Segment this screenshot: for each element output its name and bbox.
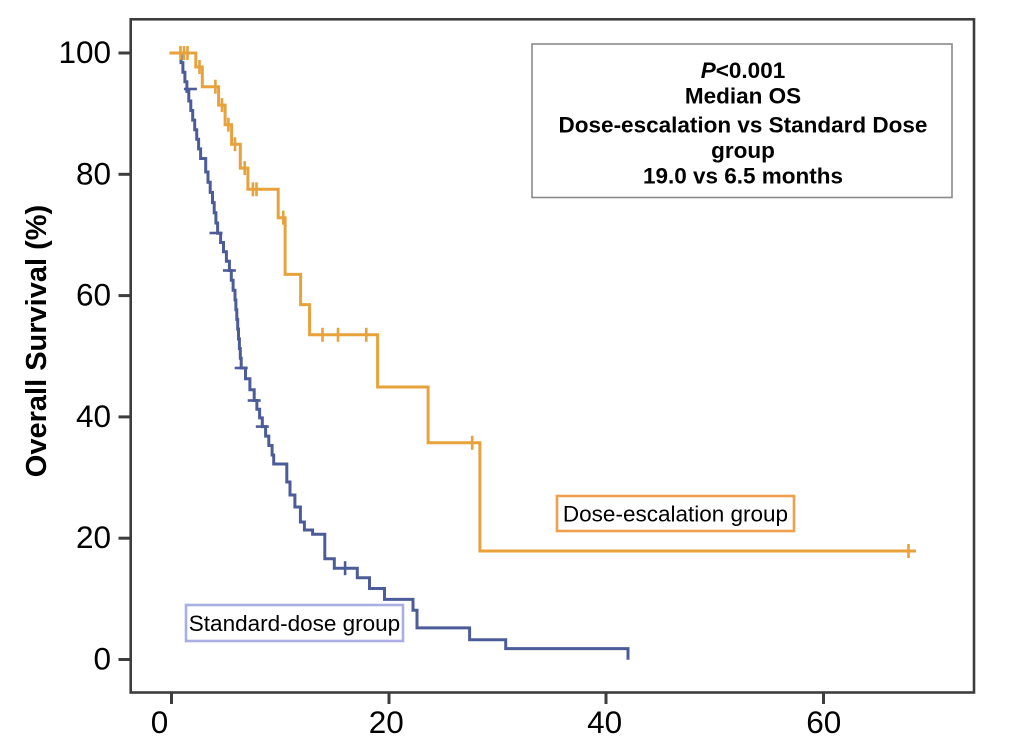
svg-text:80: 80	[76, 155, 111, 191]
svg-text:40: 40	[76, 398, 111, 434]
svg-text:0: 0	[93, 641, 111, 677]
svg-text:20: 20	[369, 704, 404, 737]
svg-text:Overall Survival (%): Overall Survival (%)	[21, 205, 53, 477]
svg-text:Standard-dose group: Standard-dose group	[189, 611, 400, 636]
svg-text:60: 60	[76, 277, 111, 313]
svg-text:Median OS: Median OS	[685, 84, 801, 109]
svg-text:20: 20	[76, 519, 111, 555]
svg-text:40: 40	[587, 704, 622, 737]
svg-text:19.0 vs 6.5 months: 19.0 vs 6.5 months	[643, 164, 843, 189]
svg-text:0: 0	[151, 704, 169, 737]
svg-text:60: 60	[806, 704, 841, 737]
svg-text:group: group	[711, 138, 775, 163]
svg-text:Dose-escalation vs Standard Do: Dose-escalation vs Standard Dose	[559, 113, 928, 138]
svg-text:100: 100	[58, 34, 111, 70]
svg-text:Dose-escalation group: Dose-escalation group	[563, 502, 788, 527]
svg-text:P<0.001: P<0.001	[701, 58, 785, 83]
